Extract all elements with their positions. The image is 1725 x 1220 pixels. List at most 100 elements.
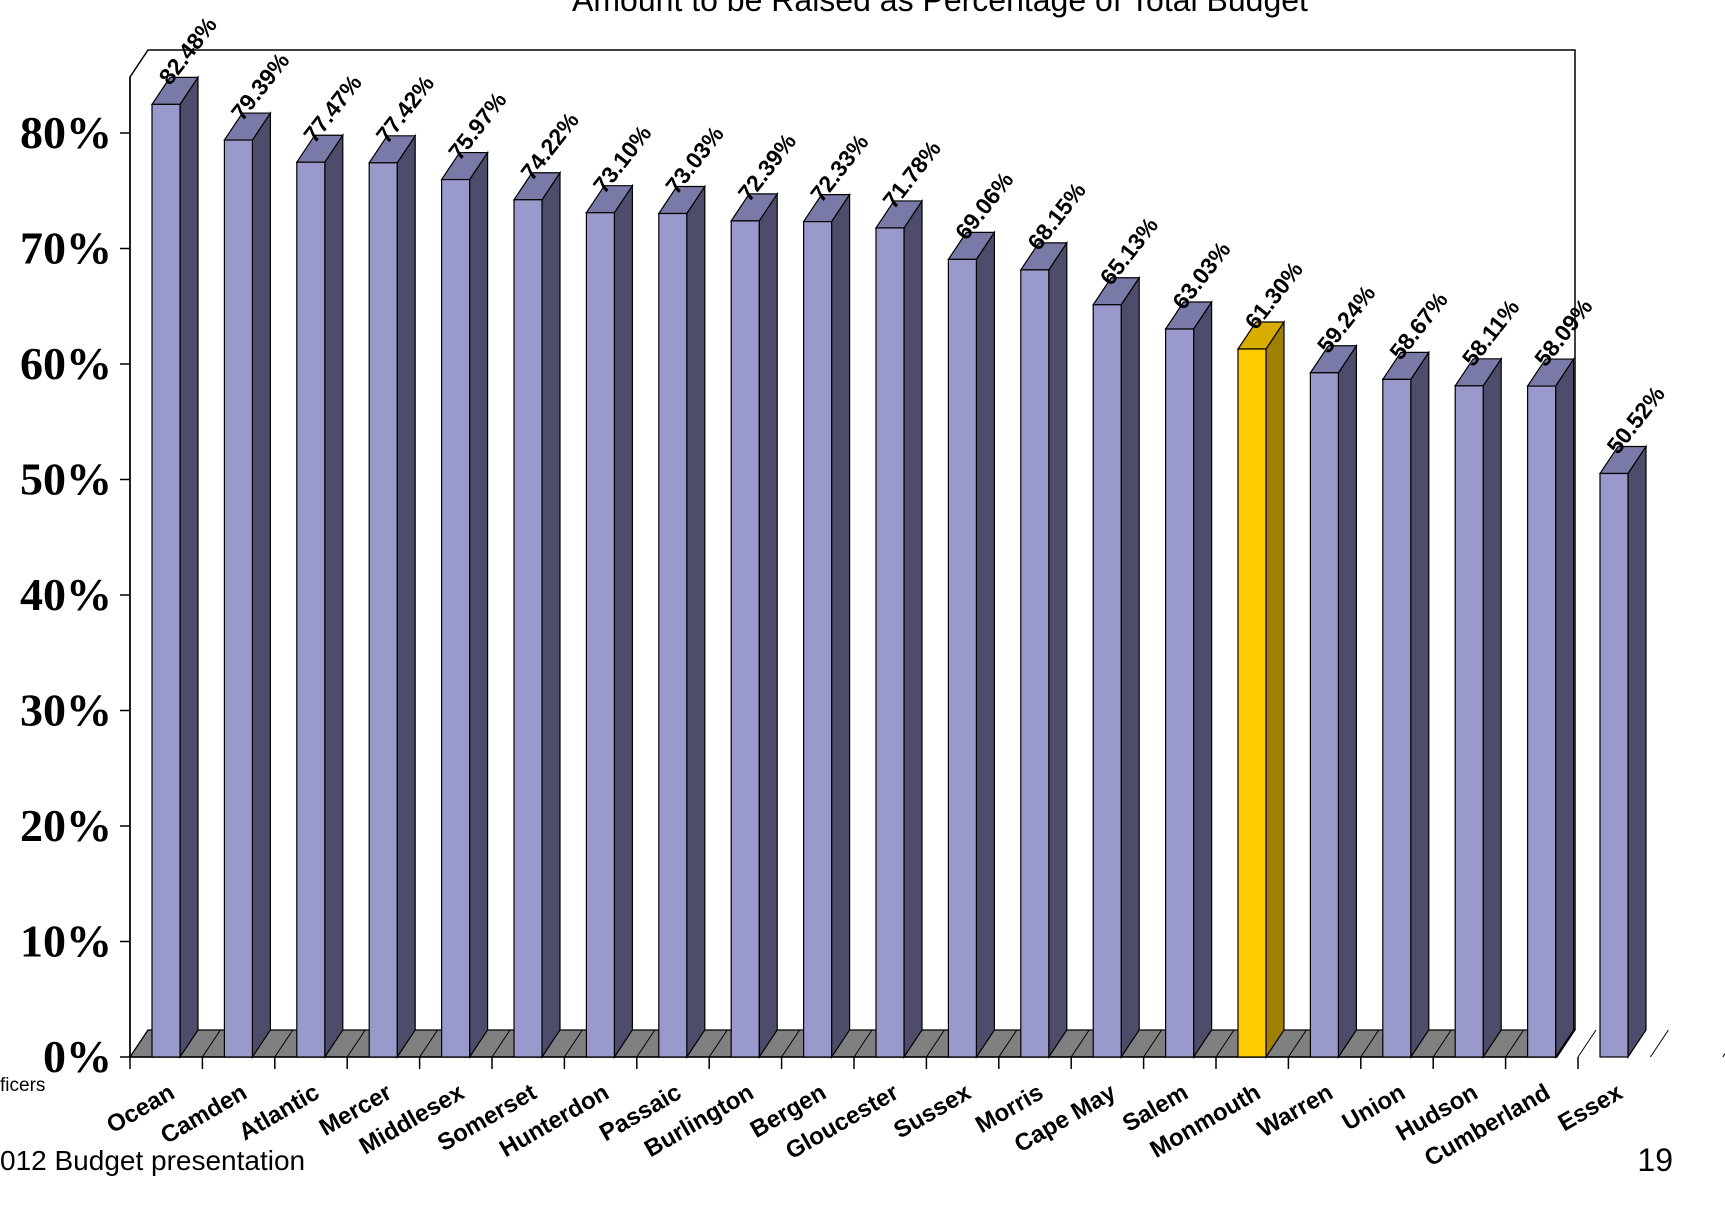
y-tick-label: 20% [20, 800, 112, 851]
y-tick-label: 40% [20, 569, 112, 620]
bar-side [1048, 240, 1068, 1059]
bar-cape-may [1092, 275, 1141, 1059]
bar-somerset [512, 170, 562, 1059]
bar-front [368, 162, 398, 1058]
bar-sussex [947, 230, 996, 1059]
bar-front [1092, 304, 1122, 1058]
bar-monmouth [1236, 320, 1286, 1059]
x-tick-label: Sussex [889, 1078, 976, 1144]
floor-divider [1649, 1029, 1669, 1058]
bar-hudson [1454, 356, 1503, 1059]
bar-front [1382, 378, 1412, 1058]
bar-camden [223, 111, 272, 1059]
plot-frame [129, 49, 1576, 1057]
bar-side [758, 191, 778, 1059]
bar-side [830, 192, 851, 1059]
x-tick-label: Atlantic [234, 1079, 324, 1146]
bar-front [585, 212, 616, 1058]
bar-side [1627, 444, 1647, 1059]
bar-side [1265, 320, 1285, 1059]
floor-divider [708, 1029, 728, 1058]
floor-divider [1143, 1029, 1163, 1058]
bar-burlington [730, 191, 779, 1059]
bar-front [441, 178, 471, 1058]
bar-side [903, 198, 923, 1059]
bar-bergen [802, 192, 851, 1059]
floor-divider [636, 1029, 656, 1058]
bar-side [324, 133, 344, 1059]
bar-front [875, 227, 905, 1058]
bar-side [396, 133, 416, 1059]
y-tick-label: 0% [43, 1031, 112, 1082]
floor-divider [1215, 1029, 1235, 1058]
bar-side [1410, 350, 1430, 1059]
y-axis: 0% 10% 20% 30% 40% 50% 60% 70% 80% [20, 107, 130, 1082]
y-tick-label: 70% [20, 223, 112, 274]
bar-front [223, 139, 253, 1058]
bar-hunterdon [585, 183, 634, 1059]
bar-cumberland [1526, 357, 1575, 1059]
bar-essex [1598, 444, 1648, 1059]
bar-front [802, 220, 833, 1058]
bar-front [1309, 372, 1340, 1058]
bar-side [1482, 356, 1502, 1059]
floor-divider [563, 1029, 583, 1058]
floor-divider [925, 1029, 945, 1058]
bar-mercer [368, 133, 417, 1059]
bar-front [730, 220, 760, 1058]
floor-divider [274, 1029, 294, 1058]
bar-warren [1309, 343, 1358, 1059]
bar-front [1454, 385, 1484, 1058]
bar-side [1192, 300, 1213, 1059]
bar-side [975, 230, 996, 1059]
bar-front [658, 212, 688, 1058]
bar-front [1237, 348, 1267, 1058]
floor-divider [346, 1029, 366, 1058]
floor-divider [1505, 1029, 1525, 1058]
floor-divider [1432, 1029, 1452, 1058]
floor-divider [201, 1029, 221, 1058]
floor-divider [853, 1029, 873, 1058]
bars-group [150, 75, 1648, 1059]
bar-side [541, 170, 561, 1059]
bar-front [1526, 385, 1557, 1058]
floor-divider [998, 1029, 1018, 1058]
bar-ocean [150, 75, 200, 1059]
floor-divider [419, 1029, 439, 1058]
y-tick-label: 80% [20, 107, 112, 158]
x-axis: OceanCamdenAtlanticMercerMiddlesexSomers… [102, 1057, 1628, 1172]
bar-front [296, 161, 326, 1058]
bar-side [613, 183, 634, 1059]
y-tick-label: 30% [20, 685, 112, 736]
bar-front [151, 103, 181, 1058]
x-tick-label: Warren [1253, 1079, 1337, 1143]
y-tick-label: 50% [20, 454, 112, 505]
page-number: 19 [1637, 1142, 1673, 1178]
bar-front [513, 199, 543, 1058]
floor-divider [1287, 1029, 1307, 1058]
bar-front [1164, 328, 1195, 1058]
x-tick-label: Essex [1554, 1078, 1628, 1136]
bar-side [1337, 343, 1358, 1059]
y-tick-label: 10% [20, 916, 112, 967]
floor-divider [1360, 1029, 1380, 1058]
floor-plane [128, 1029, 1577, 1058]
bar-union [1381, 350, 1430, 1059]
bar-atlantic [295, 133, 344, 1059]
bar-passaic [657, 184, 706, 1059]
bar-side [1554, 357, 1575, 1059]
floor-divider [781, 1029, 801, 1058]
floor-divider [1577, 1029, 1597, 1058]
floor-divider [491, 1029, 511, 1058]
footer-organization-text: ficers [0, 1075, 46, 1096]
y-tick-label: 60% [20, 338, 112, 389]
floor-divider [129, 1029, 149, 1058]
back-wall [129, 49, 1576, 1057]
bar-front [947, 258, 978, 1058]
floor-divider [1070, 1029, 1090, 1058]
bar-side [1120, 275, 1140, 1059]
bar-side [686, 184, 706, 1059]
bar-front [1020, 269, 1050, 1058]
chart-title: Amount to be Raised as Percentage of Tot… [572, 0, 1308, 18]
